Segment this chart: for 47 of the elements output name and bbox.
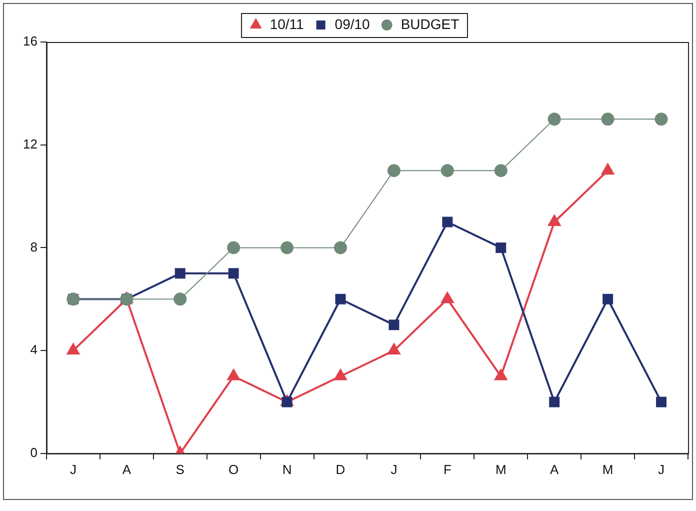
point [228,268,239,279]
point [442,216,453,228]
point [280,241,294,254]
x-tick-label: J [390,462,398,477]
point [335,294,346,304]
point [227,241,240,254]
point [282,396,292,408]
point [227,369,240,380]
x-tick-label: J [658,462,665,477]
point [496,242,506,253]
legend-label: BUDGET [400,16,460,32]
legend-label: 09/10 [334,16,370,32]
point [388,344,400,355]
point [66,344,80,355]
x-tick-label: D [336,462,346,477]
point [602,294,614,304]
y-tick-label: 8 [30,239,38,254]
x-tick-label: N [282,462,292,477]
x-tick-label: F [443,462,452,477]
x-tick-label: M [602,462,614,477]
point [334,369,347,380]
y-tick-label: 4 [30,342,38,358]
point [441,292,454,304]
point [494,164,508,178]
point [654,112,668,126]
x-tick-label: S [176,462,185,477]
y-tick-label: 16 [22,34,38,49]
x-tick-label: J [70,462,76,477]
point [174,268,186,279]
x-tick-label: A [550,462,560,477]
y-tick-label: 12 [22,136,38,152]
point [601,112,614,126]
point [602,164,614,175]
point [387,164,400,178]
point [388,320,400,330]
legend-label: 10/11 [270,16,304,32]
point [440,164,454,178]
point [334,241,347,254]
point [494,369,508,380]
x-tick-label: A [122,462,132,477]
point [549,396,560,408]
x-tick-label: O [228,462,239,477]
y-tick-label: 0 [30,444,38,460]
point [548,112,561,126]
x-tick-label: M [495,462,506,477]
point [656,396,667,408]
point [174,292,187,306]
